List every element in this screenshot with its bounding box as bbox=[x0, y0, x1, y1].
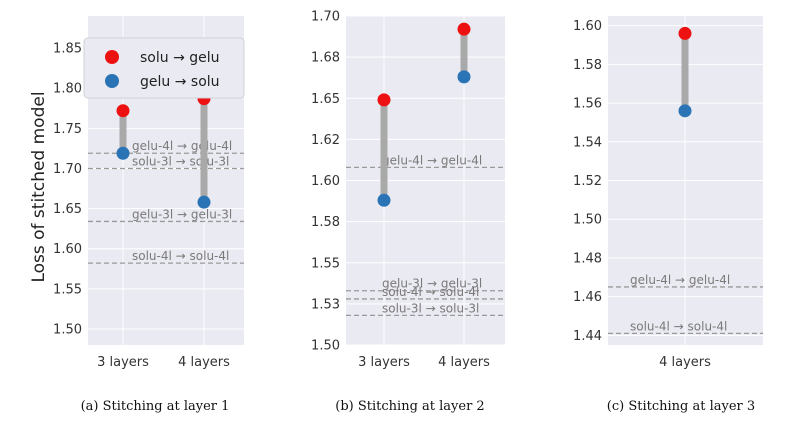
y-tick-labels: 1.50 1.55 1.60 1.65 1.70 1.75 1.80 1.85 bbox=[53, 42, 82, 338]
reference-line-label: gelu-3l → gelu-3l bbox=[382, 277, 482, 291]
y-tick-label: 1.50 bbox=[573, 213, 602, 228]
legend-marker-solu-gelu bbox=[105, 50, 119, 64]
y-tick-label: 1.58 bbox=[573, 58, 602, 73]
y-tick-label: 1.70 bbox=[53, 162, 82, 177]
data-marks bbox=[377, 22, 471, 207]
reference-lines: gelu-4l → gelu-4l solu-4l → solu-4l bbox=[608, 273, 763, 335]
data-marks bbox=[678, 26, 692, 118]
y-tick-label: 1.48 bbox=[573, 251, 602, 266]
legend-label-gelu-solu: gelu → solu bbox=[140, 74, 220, 90]
reference-line-label: solu-4l → solu-4l bbox=[630, 319, 727, 333]
point-gelu-to-solu bbox=[197, 195, 211, 209]
legend-label-solu-gelu: solu → gelu bbox=[140, 50, 220, 66]
y-tick-label: 1.55 bbox=[311, 256, 340, 271]
x-tick-labels: 3 layers 4 layers bbox=[358, 355, 490, 370]
y-tick-label: 1.80 bbox=[53, 82, 82, 97]
y-tick-label: 1.75 bbox=[53, 122, 82, 137]
reference-line-label: gelu-4l → gelu-4l bbox=[382, 153, 482, 167]
x-tick-label: 3 layers bbox=[97, 355, 149, 370]
y-tick-labels: 1.50 1.53 1.55 1.58 1.60 1.62 1.65 1.68 1.70 bbox=[311, 10, 340, 354]
y-tick-label: 1.60 bbox=[53, 242, 82, 257]
point-gelu-to-solu bbox=[116, 146, 130, 160]
point-solu-to-gelu bbox=[457, 22, 471, 36]
legend: solu → gelu gelu → solu bbox=[83, 37, 245, 99]
x-tick-label: 4 layers bbox=[659, 355, 711, 370]
panel-layer-2: gelu-4l → gelu-4l gelu-3l → gelu-3lsolu-4… bbox=[311, 10, 505, 414]
y-tick-label: 1.60 bbox=[573, 19, 602, 34]
point-solu-to-gelu bbox=[116, 104, 130, 118]
y-tick-label: 1.62 bbox=[311, 133, 340, 148]
y-tick-label: 1.70 bbox=[311, 10, 340, 25]
y-tick-label: 1.65 bbox=[311, 92, 340, 107]
point-gelu-to-solu bbox=[678, 104, 692, 118]
x-tick-labels: 4 layers bbox=[659, 355, 711, 370]
x-tick-labels: 3 layers 4 layers bbox=[97, 355, 230, 370]
y-tick-label: 1.60 bbox=[311, 174, 340, 189]
point-solu-to-gelu bbox=[377, 93, 391, 107]
y-tick-label: 1.56 bbox=[573, 97, 602, 112]
reference-line-label: gelu-3l → gelu-3l bbox=[132, 207, 232, 221]
x-tick-label: 4 layers bbox=[438, 355, 490, 370]
y-tick-label: 1.85 bbox=[53, 42, 82, 57]
x-tick-label: 3 layers bbox=[358, 355, 410, 370]
legend-box bbox=[83, 37, 245, 99]
y-tick-label: 1.53 bbox=[311, 297, 340, 312]
caption: (b) Stitching at layer 2 bbox=[335, 399, 484, 414]
y-axis-label: Loss of stitched model bbox=[29, 91, 49, 282]
point-gelu-to-solu bbox=[377, 193, 391, 207]
y-tick-label: 1.52 bbox=[573, 174, 602, 189]
y-tick-label: 1.54 bbox=[573, 135, 602, 150]
reference-line-label: gelu-4l → gelu-4l bbox=[132, 139, 232, 153]
x-tick-label: 4 layers bbox=[178, 355, 230, 370]
y-tick-label: 1.65 bbox=[53, 202, 82, 217]
caption: (c) Stitching at layer 3 bbox=[607, 399, 755, 414]
reference-line-label: solu-3l → solu-3l bbox=[382, 301, 479, 315]
y-tick-label: 1.68 bbox=[311, 51, 340, 66]
reference-line-label: solu-4l → solu-4l bbox=[132, 249, 229, 263]
y-tick-label: 1.44 bbox=[573, 329, 602, 344]
reference-line-label: solu-4l → solu-4l bbox=[382, 285, 479, 299]
data-marks bbox=[116, 92, 211, 209]
y-tick-label: 1.46 bbox=[573, 290, 602, 305]
reference-line-label: solu-3l → solu-3l bbox=[132, 154, 229, 168]
y-tick-label: 1.50 bbox=[311, 339, 340, 354]
y-tick-label: 1.58 bbox=[311, 215, 340, 230]
legend-marker-gelu-solu bbox=[105, 74, 119, 88]
caption: (a) Stitching at layer 1 bbox=[81, 399, 230, 414]
reference-line-label: gelu-4l → gelu-4l bbox=[630, 273, 730, 287]
point-solu-to-gelu bbox=[678, 26, 692, 40]
reference-lines: gelu-4l → gelu-4l gelu-3l → gelu-3lsolu-4… bbox=[346, 153, 505, 317]
y-tick-label: 1.50 bbox=[53, 322, 82, 337]
y-tick-labels: 1.44 1.46 1.48 1.50 1.52 1.54 1.56 1.58 1.60 bbox=[573, 19, 602, 344]
y-tick-label: 1.55 bbox=[53, 282, 82, 297]
point-gelu-to-solu bbox=[457, 70, 471, 84]
